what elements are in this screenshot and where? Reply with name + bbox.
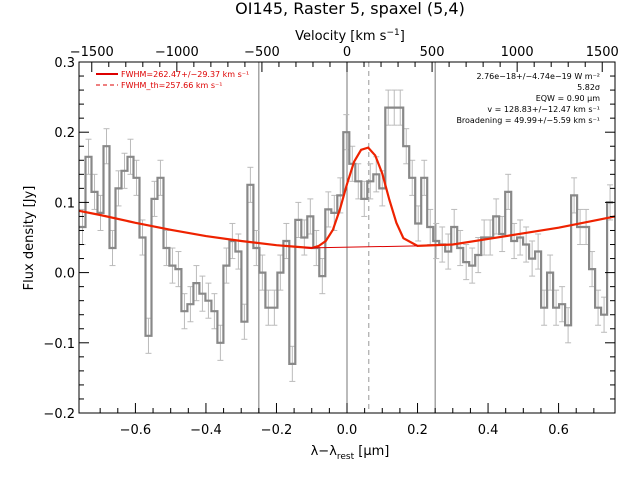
- data-layer: [78, 89, 616, 382]
- y-tick-label: −0.1: [43, 337, 75, 352]
- y-tick-label: 0.0: [54, 267, 75, 282]
- y-tick-label: −0.2: [43, 407, 75, 422]
- reference-lines: [258, 62, 436, 413]
- model-fit-curve: [78, 146, 616, 250]
- top-axis-title-end: ]: [400, 29, 405, 44]
- top-axis-title-main: Velocity [km s: [295, 29, 387, 44]
- y-tick-label: 0.3: [54, 56, 75, 71]
- top-tick-label: −1000: [155, 45, 199, 60]
- fit-annotations: 2.76e−18+/−4.74e−19 W m⁻² 5.82σ EQW = 0.90…: [456, 72, 600, 125]
- top-axis-title-sup: −1: [386, 28, 399, 38]
- annotation-line: Broadening = 49.99+/−5.59 km s⁻¹: [456, 116, 600, 125]
- top-tick-label: −1500: [70, 45, 114, 60]
- annotation-line: EQW = 0.90 μm: [536, 94, 600, 103]
- axes: −0.6 −0.4 −0.2 0.0 0.2 0.4 0.6 −1500 −1000 −500 0 5…: [43, 45, 618, 438]
- legend-label: FWHM_th=257.66 km s⁻¹: [121, 81, 222, 90]
- y-axis-title: Flux density [Jy]: [22, 186, 37, 291]
- x-tick-label: −0.6: [120, 423, 152, 438]
- continuum-line: [304, 245, 418, 249]
- top-axis-title: Velocity [km s−1]: [295, 28, 405, 44]
- x-tick-label: 0.6: [548, 423, 569, 438]
- annotation-line: 5.82σ: [577, 83, 600, 92]
- y-tick-label: 0.2: [54, 126, 75, 141]
- top-tick-label: 1000: [501, 45, 534, 60]
- x-axis-title-sub: rest: [337, 452, 355, 462]
- x-tick-label: 0.2: [407, 423, 428, 438]
- x-tick-label: −0.2: [261, 423, 293, 438]
- x-tick-label: 0.4: [478, 423, 499, 438]
- legend-label: FWHM=262.47+/−29.37 km s⁻¹: [121, 70, 249, 79]
- x-tick-label: 0.0: [337, 423, 358, 438]
- top-tick-label: 500: [420, 45, 445, 60]
- top-tick-label: 1500: [586, 45, 619, 60]
- top-tick-label: −500: [244, 45, 280, 60]
- error-bars: [79, 89, 614, 382]
- x-axis-title-unit: [μm]: [354, 444, 389, 459]
- annotation-line: 2.76e−18+/−4.74e−19 W m⁻²: [476, 72, 600, 81]
- top-tick-label: 0: [343, 45, 351, 60]
- legend: FWHM=262.47+/−29.37 km s⁻¹ FWHM_th=257.66…: [96, 70, 249, 90]
- annotation-line: v = 128.83+/−12.47 km s⁻¹: [487, 105, 600, 114]
- y-tick-label: 0.1: [54, 196, 75, 211]
- x-axis-title-main: λ−λ: [311, 444, 338, 459]
- x-tick-label: −0.4: [190, 423, 222, 438]
- x-axis-title: λ−λrest [μm]: [311, 444, 390, 462]
- chart-title: OI145, Raster 5, spaxel (5,4): [235, 0, 465, 18]
